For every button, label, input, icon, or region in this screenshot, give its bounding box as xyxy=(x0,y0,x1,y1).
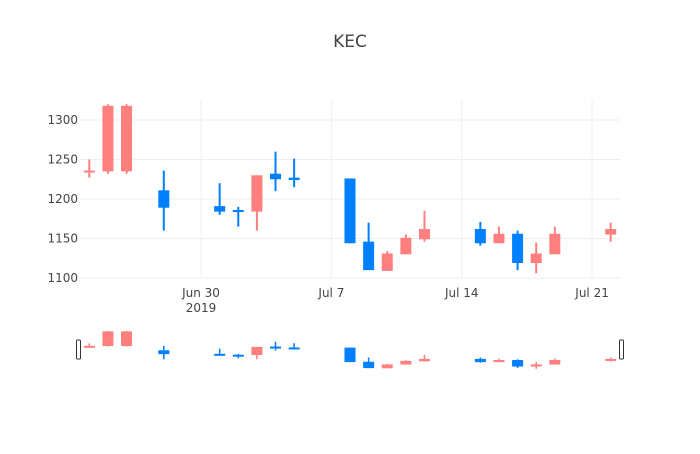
candle-body xyxy=(288,177,300,181)
candle[interactable] xyxy=(530,242,542,274)
candle-body xyxy=(83,170,95,173)
slider-candle[interactable] xyxy=(83,343,95,348)
candle-body xyxy=(158,190,170,208)
candle[interactable] xyxy=(251,175,263,231)
x-tick-year-label: 2019 xyxy=(186,301,217,315)
candle-body xyxy=(232,354,244,357)
candle-body xyxy=(530,364,542,367)
candle-body xyxy=(270,346,282,349)
candle-body xyxy=(344,178,356,244)
candle-body xyxy=(102,331,114,347)
candle[interactable] xyxy=(83,159,95,178)
candle-body xyxy=(232,210,244,213)
candle-body xyxy=(381,364,393,369)
range-slider-left-handle[interactable] xyxy=(76,339,81,360)
candle[interactable] xyxy=(344,178,356,244)
slider-candle[interactable] xyxy=(251,346,263,360)
candle-body xyxy=(270,173,282,180)
candle-body xyxy=(102,105,114,172)
slider-candle[interactable] xyxy=(605,357,617,362)
candle-body xyxy=(121,331,133,347)
candle[interactable] xyxy=(232,206,244,227)
candle-body xyxy=(363,361,375,369)
slider-candle[interactable] xyxy=(530,361,542,369)
candle-body xyxy=(214,206,226,212)
slider-candle[interactable] xyxy=(549,358,561,365)
candle-body xyxy=(418,229,430,240)
slider-candle[interactable] xyxy=(288,343,300,350)
slider-candle[interactable] xyxy=(102,331,114,347)
candle-body xyxy=(214,353,226,356)
candle-body xyxy=(158,350,170,355)
candle-body xyxy=(121,105,133,172)
y-tick-label: 1200 xyxy=(47,192,78,206)
candle[interactable] xyxy=(549,226,561,255)
slider-candle[interactable] xyxy=(418,354,430,362)
candle-body xyxy=(605,358,617,361)
candle-body xyxy=(530,253,542,263)
candle-body xyxy=(400,360,412,365)
candle-body xyxy=(251,175,263,212)
y-tick-label: 1300 xyxy=(47,113,78,127)
candle-body xyxy=(251,346,263,356)
candle-body xyxy=(363,241,375,271)
candle[interactable] xyxy=(418,210,430,242)
candle-body xyxy=(381,253,393,271)
candle[interactable] xyxy=(512,230,524,271)
candle[interactable] xyxy=(270,151,282,192)
y-tick-label: 1100 xyxy=(47,271,78,285)
slider-candle[interactable] xyxy=(474,357,486,363)
y-tick-label: 1150 xyxy=(47,232,78,246)
candle-body xyxy=(474,229,486,244)
candle-body xyxy=(288,347,300,350)
slider-candle[interactable] xyxy=(400,360,412,365)
candle-body xyxy=(605,229,617,235)
x-tick-label: Jul 14 xyxy=(444,286,479,300)
slider-candle[interactable] xyxy=(270,341,282,351)
candle-body xyxy=(549,233,561,255)
candle[interactable] xyxy=(400,234,412,255)
candle[interactable] xyxy=(102,104,114,174)
candle[interactable] xyxy=(474,221,486,246)
candle[interactable] xyxy=(158,170,170,231)
candle-body xyxy=(512,233,524,263)
y-axis: 1100 1150 1200 1250 1300 xyxy=(47,113,78,285)
y-tick-label: 1250 xyxy=(47,153,78,167)
candle-body xyxy=(512,359,524,367)
candle[interactable] xyxy=(214,183,226,215)
range-slider[interactable] xyxy=(76,325,624,375)
slider-candle[interactable] xyxy=(363,357,375,369)
range-slider-right-handle[interactable] xyxy=(619,339,624,360)
candle-body xyxy=(474,358,486,363)
chart-title: KEC xyxy=(333,32,367,52)
candle[interactable] xyxy=(381,251,393,271)
candle[interactable] xyxy=(121,104,133,174)
candle-body xyxy=(493,233,505,244)
candle[interactable] xyxy=(288,158,300,188)
candle-body xyxy=(400,237,412,255)
slider-candle[interactable] xyxy=(232,353,244,359)
candle-body xyxy=(344,347,356,363)
candle[interactable] xyxy=(363,222,375,271)
slider-candle[interactable] xyxy=(493,358,505,363)
candle-body xyxy=(549,359,561,365)
candle[interactable] xyxy=(605,222,617,242)
slider-candle[interactable] xyxy=(121,331,133,347)
candle[interactable] xyxy=(493,226,505,244)
candles-main[interactable] xyxy=(83,104,617,274)
candle-body xyxy=(418,358,430,362)
slider-candle[interactable] xyxy=(158,345,170,360)
candle-body xyxy=(493,359,505,363)
slider-candle[interactable] xyxy=(344,347,356,363)
x-tick-label: Jun 30 xyxy=(181,286,220,300)
slider-candle[interactable] xyxy=(381,363,393,369)
slider-candle[interactable] xyxy=(214,348,226,356)
slider-candle[interactable] xyxy=(512,359,524,369)
x-tick-label: Jul 7 xyxy=(317,286,344,300)
candle-body xyxy=(83,345,95,348)
x-tick-label: Jul 21 xyxy=(574,286,609,300)
